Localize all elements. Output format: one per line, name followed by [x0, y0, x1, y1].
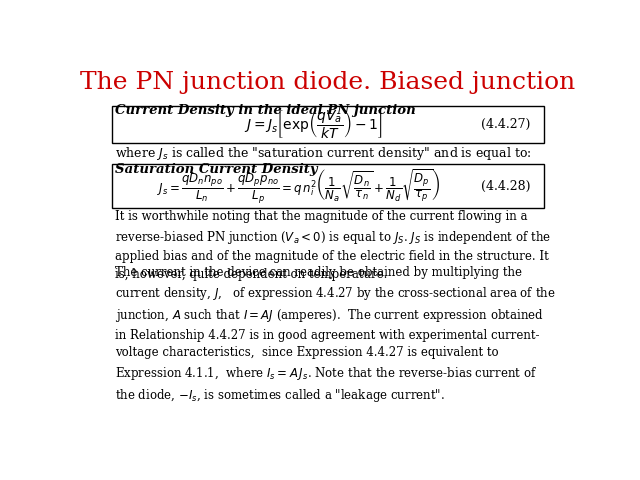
- Text: where $J_s$ is called the "saturation current density" and is equal to:: where $J_s$ is called the "saturation cu…: [115, 145, 531, 162]
- FancyBboxPatch shape: [112, 165, 544, 208]
- Text: (4.4.28): (4.4.28): [481, 180, 531, 193]
- Text: $J_s = \dfrac{qD_n n_{po}}{L_n} + \dfrac{qD_p p_{no}}{L_p} = q\,n_i^2 \left( \df: $J_s = \dfrac{qD_n n_{po}}{L_n} + \dfrac…: [157, 168, 440, 206]
- FancyBboxPatch shape: [112, 107, 544, 143]
- Text: (4.4.27): (4.4.27): [481, 118, 531, 131]
- Text: The current in the device can readily be obtained by multiplying the
current den: The current in the device can readily be…: [115, 266, 556, 404]
- Text: Current Density in the ideal PN junction: Current Density in the ideal PN junction: [115, 104, 415, 117]
- Text: The PN junction diode. Biased junction: The PN junction diode. Biased junction: [81, 71, 575, 94]
- Text: $J = J_s \left[ \exp\!\left(\dfrac{qV_a}{kT}\right) - 1 \right]$: $J = J_s \left[ \exp\!\left(\dfrac{qV_a}…: [244, 108, 382, 141]
- Text: Saturation Current Density: Saturation Current Density: [115, 163, 317, 176]
- Text: It is worthwhile noting that the magnitude of the current flowing in a
reverse-b: It is worthwhile noting that the magnitu…: [115, 210, 551, 281]
